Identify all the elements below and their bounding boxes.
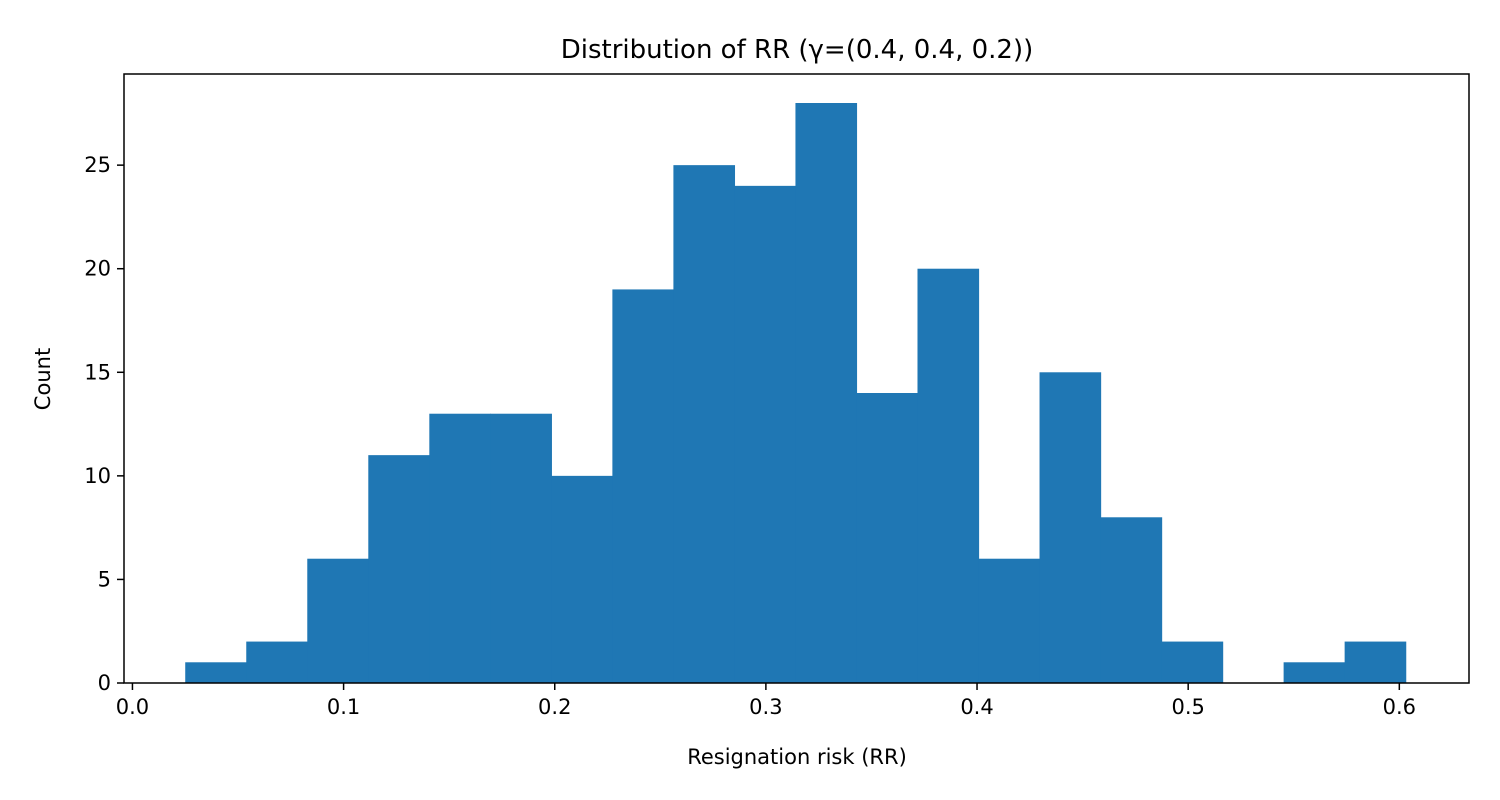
x-tick-label: 0.0	[116, 695, 149, 719]
histogram-bar-9	[734, 185, 797, 683]
histogram-bar-3	[368, 455, 430, 683]
y-tick-label: 25	[84, 153, 111, 177]
histogram-bar-18	[1283, 662, 1346, 683]
histogram-bar-10	[795, 103, 858, 683]
histogram-bar-8	[673, 165, 736, 684]
y-tick-label: 10	[84, 464, 111, 488]
histogram-bar-14	[1039, 372, 1102, 683]
bars-group	[185, 103, 1407, 684]
histogram-bar-6	[551, 475, 613, 683]
x-tick-label: 0.3	[749, 695, 782, 719]
x-tick-label: 0.2	[538, 695, 571, 719]
x-axis-ticks: 0.0 0.1 0.2 0.3 0.4 0.5 0.6	[116, 683, 1416, 719]
plot-frame	[123, 73, 1470, 684]
x-tick-label: 0.4	[960, 695, 993, 719]
histogram-bar-19	[1344, 641, 1407, 683]
y-tick-label: 15	[84, 360, 111, 384]
histogram-bar-7	[612, 289, 675, 683]
histogram-bar-0	[185, 662, 247, 683]
histogram-bar-11	[856, 393, 919, 683]
histogram-bar-1	[246, 641, 308, 683]
y-tick-label: 20	[84, 257, 111, 281]
chart-title: Distribution of RR (γ=(0.4, 0.4, 0.2))	[561, 35, 1034, 65]
histogram-bar-16	[1161, 641, 1224, 683]
x-tick-label: 0.5	[1171, 695, 1204, 719]
histogram-bar-4	[429, 413, 491, 683]
histogram-bar-13	[978, 558, 1041, 683]
y-axis-ticks: 0 5 10 15 20 25	[84, 153, 124, 695]
y-tick-label: 5	[98, 567, 111, 591]
x-axis-label: Resignation risk (RR)	[687, 745, 907, 769]
y-axis-label: Count	[31, 348, 55, 410]
histogram-bar-5	[490, 413, 552, 683]
x-tick-label: 0.1	[327, 695, 360, 719]
histogram-bar-2	[307, 558, 369, 683]
histogram-bar-12	[917, 268, 980, 683]
histogram-bar-15	[1100, 517, 1163, 683]
x-tick-label: 0.6	[1383, 695, 1416, 719]
y-tick-label: 0	[98, 671, 111, 695]
